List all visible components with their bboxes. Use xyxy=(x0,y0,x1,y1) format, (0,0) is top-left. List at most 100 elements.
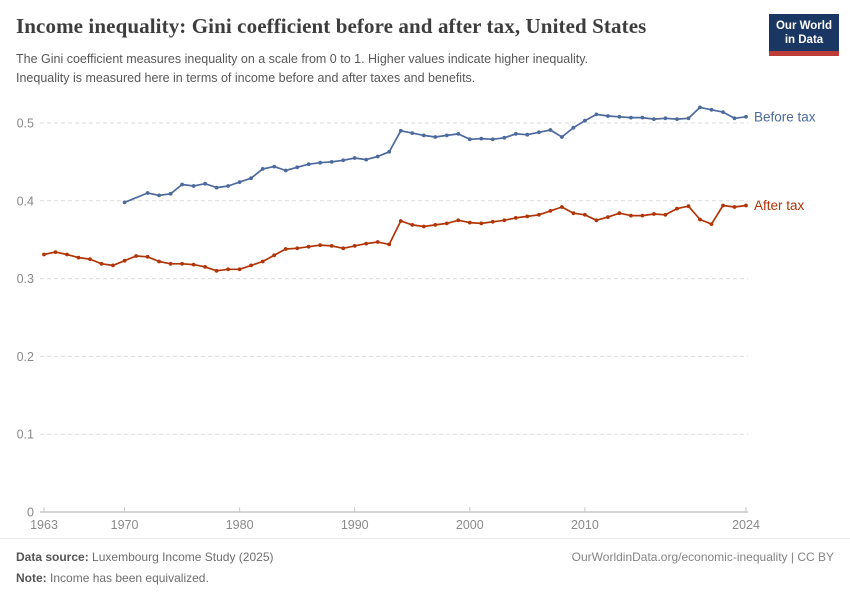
data-point xyxy=(571,211,576,216)
data-point xyxy=(318,243,323,248)
data-point xyxy=(744,203,748,208)
data-point xyxy=(675,117,679,121)
data-point xyxy=(295,165,300,170)
data-point xyxy=(513,216,518,220)
data-point xyxy=(53,250,58,255)
data-point xyxy=(283,168,288,173)
x-tick-label: 1990 xyxy=(341,518,369,532)
y-axis-labels: 0 0.1 0.2 0.3 0.4 0.5 xyxy=(17,117,34,520)
data-point xyxy=(721,110,725,114)
data-point xyxy=(191,262,196,267)
data-point xyxy=(203,265,208,269)
data-point xyxy=(42,252,46,257)
data-point xyxy=(65,252,69,257)
data-point xyxy=(537,130,541,135)
owid-logo-text: Our World in Data xyxy=(769,19,839,47)
x-tick-label: 2024 xyxy=(732,518,760,532)
data-point xyxy=(191,184,196,188)
y-tick-label: 0.1 xyxy=(17,428,34,442)
note-label: Note: xyxy=(16,571,47,585)
y-tick-label: 0 xyxy=(27,506,34,520)
y-gridlines xyxy=(40,122,748,435)
data-point xyxy=(76,255,81,260)
x-axis: 1963 1970 1980 1990 2000 2010 2024 xyxy=(30,507,760,532)
data-point xyxy=(606,114,610,118)
data-point xyxy=(122,200,127,205)
data-point xyxy=(168,191,173,196)
data-point xyxy=(583,212,587,217)
data-point xyxy=(99,261,104,266)
data-point xyxy=(214,185,219,190)
subtitle-line-2: Inequality is measured here in terms of … xyxy=(16,71,476,85)
data-point xyxy=(456,218,461,223)
series-before-tax: Before tax xyxy=(122,105,816,205)
series-end-label-0: Before tax xyxy=(754,109,816,124)
data-point xyxy=(306,244,311,249)
chart-area: 0 0.1 0.2 0.3 0.4 0.5 1963 1970 1980 1990 2000 2010… xyxy=(0,90,850,540)
data-point xyxy=(652,212,656,216)
data-point xyxy=(640,213,645,218)
data-point xyxy=(617,114,622,119)
data-point xyxy=(180,182,185,187)
note-value: Income has been equivalized. xyxy=(50,571,209,585)
y-tick-label: 0.2 xyxy=(17,350,34,364)
data-point xyxy=(537,212,541,217)
data-point xyxy=(421,224,426,229)
subtitle-line-1: The Gini coefficient measures inequality… xyxy=(16,52,589,66)
data-point xyxy=(318,160,323,165)
data-point xyxy=(260,167,265,171)
data-point xyxy=(698,105,702,110)
data-point xyxy=(675,206,679,211)
data-point xyxy=(467,220,472,225)
data-point xyxy=(272,253,277,258)
data-point xyxy=(698,217,702,222)
data-point xyxy=(352,244,357,248)
data-point xyxy=(583,118,587,123)
data-point xyxy=(513,132,518,136)
data-source-line: Data source: Luxembourg Income Study (20… xyxy=(16,547,834,568)
data-point xyxy=(134,254,139,258)
x-tick-label: 1970 xyxy=(111,518,139,532)
data-point xyxy=(398,219,403,223)
data-point xyxy=(617,211,622,216)
data-point xyxy=(652,117,656,121)
data-point xyxy=(686,116,691,121)
data-point xyxy=(249,263,254,268)
data-point xyxy=(479,136,484,141)
data-point xyxy=(490,219,495,224)
data-point xyxy=(214,268,219,273)
y-tick-label: 0.3 xyxy=(17,272,34,286)
data-point xyxy=(663,212,668,217)
data-point xyxy=(444,133,449,138)
data-point xyxy=(283,247,288,251)
data-point xyxy=(375,240,380,244)
x-tick-label: 2010 xyxy=(571,518,599,532)
data-point xyxy=(111,263,115,268)
data-point xyxy=(410,223,415,227)
series-markers xyxy=(122,105,748,205)
data-point xyxy=(709,222,714,227)
page-title: Income inequality: Gini coefficient befo… xyxy=(16,14,647,38)
data-point xyxy=(157,193,162,198)
data-point xyxy=(122,258,127,263)
data-point xyxy=(548,209,553,213)
data-source-label: Data source: xyxy=(16,550,89,564)
data-point xyxy=(341,158,346,163)
series-end-label-1: After tax xyxy=(754,198,805,213)
data-point xyxy=(606,215,610,219)
chart-canvas: 0 0.1 0.2 0.3 0.4 0.5 1963 1970 1980 1990 2000 2010… xyxy=(17,105,816,532)
data-point xyxy=(732,116,737,121)
data-point xyxy=(249,176,254,181)
chart-footer: Data source: Luxembourg Income Study (20… xyxy=(0,538,850,600)
data-point xyxy=(375,154,380,159)
data-point xyxy=(433,135,438,139)
data-point xyxy=(594,218,599,223)
data-point xyxy=(502,218,507,223)
data-point xyxy=(237,267,242,272)
data-point xyxy=(548,128,553,132)
data-point xyxy=(744,114,748,119)
data-point xyxy=(640,115,645,120)
data-point xyxy=(145,191,150,195)
data-point xyxy=(525,132,530,137)
data-point xyxy=(145,254,150,259)
